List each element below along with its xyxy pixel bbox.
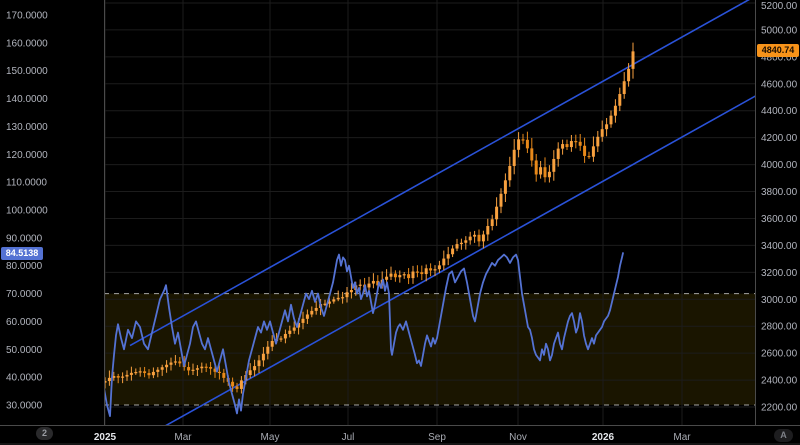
- left-price-label: 80.0000: [6, 261, 43, 272]
- left-scale-last-value-badge: 84.5138: [1, 247, 43, 260]
- window-bottom-edge: [0, 443, 800, 445]
- right-price-label: 4400.00: [761, 106, 798, 117]
- time-label: 2025: [94, 432, 117, 443]
- left-price-label: 170.0000: [6, 11, 48, 22]
- right-price-scale[interactable]: 5200.00 5000.00 4800.00 4600.00 4400.00 4200.…: [761, 1, 798, 414]
- right-price-label: 3000.00: [761, 295, 798, 306]
- left-price-label: 60.0000: [6, 317, 43, 328]
- auto-scale-icon[interactable]: A: [774, 429, 793, 442]
- left-price-label: 160.0000: [6, 38, 48, 49]
- left-price-label: 50.0000: [6, 345, 43, 356]
- left-price-label: 40.0000: [6, 373, 43, 384]
- left-price-label: 100.0000: [6, 206, 48, 217]
- left-price-label: 90.0000: [6, 233, 43, 244]
- left-price-scale[interactable]: 170.0000 160.0000 150.0000 140.0000 130.0000…: [6, 11, 48, 412]
- time-label: Mar: [673, 432, 691, 443]
- right-price-label: 2200.00: [761, 403, 798, 414]
- time-label: May: [261, 432, 280, 443]
- time-label: Sep: [428, 432, 446, 443]
- time-scale[interactable]: 2025 Mar May Jul Sep Nov 2026 Mar: [94, 432, 691, 443]
- time-label: Jul: [342, 432, 355, 443]
- highlight-band-borders[interactable]: [104, 293, 755, 406]
- left-price-label: 70.0000: [6, 289, 43, 300]
- right-scale-last-price-badge: 4840.74: [757, 44, 799, 57]
- right-price-label: 3800.00: [761, 187, 798, 198]
- parallel-channel[interactable]: [129, 0, 756, 445]
- right-price-label: 2800.00: [761, 322, 798, 333]
- right-price-label: 3400.00: [761, 241, 798, 252]
- left-price-label: 30.0000: [6, 401, 43, 412]
- time-label: 2026: [592, 432, 615, 443]
- right-price-label: 4800.00: [761, 52, 798, 63]
- right-price-label: 4200.00: [761, 133, 798, 144]
- candlestick-series: [104, 42, 635, 394]
- right-price-label: 5000.00: [761, 25, 798, 36]
- right-price-label: 4000.00: [761, 160, 798, 171]
- right-price-label: 2400.00: [761, 376, 798, 387]
- left-price-label: 130.0000: [6, 122, 48, 133]
- right-price-label: 5200.00: [761, 1, 798, 12]
- left-price-label: 140.0000: [6, 94, 48, 105]
- drawings-count-badge[interactable]: 2: [36, 427, 53, 440]
- left-price-label: 110.0000: [6, 178, 47, 189]
- left-price-label: 150.0000: [6, 66, 48, 77]
- right-price-label: 3600.00: [761, 214, 798, 225]
- channel-upper-line[interactable]: [129, 0, 756, 347]
- time-label: Mar: [174, 432, 192, 443]
- right-price-label: 3200.00: [761, 268, 798, 279]
- indicator-line-series: [104, 252, 624, 418]
- right-price-label: 2600.00: [761, 349, 798, 360]
- left-price-label: 120.0000: [6, 150, 48, 161]
- highlight-band[interactable]: [104, 293, 755, 405]
- right-price-label: 4600.00: [761, 79, 798, 90]
- channel-lower-line[interactable]: [130, 95, 756, 445]
- time-label: Nov: [509, 432, 527, 443]
